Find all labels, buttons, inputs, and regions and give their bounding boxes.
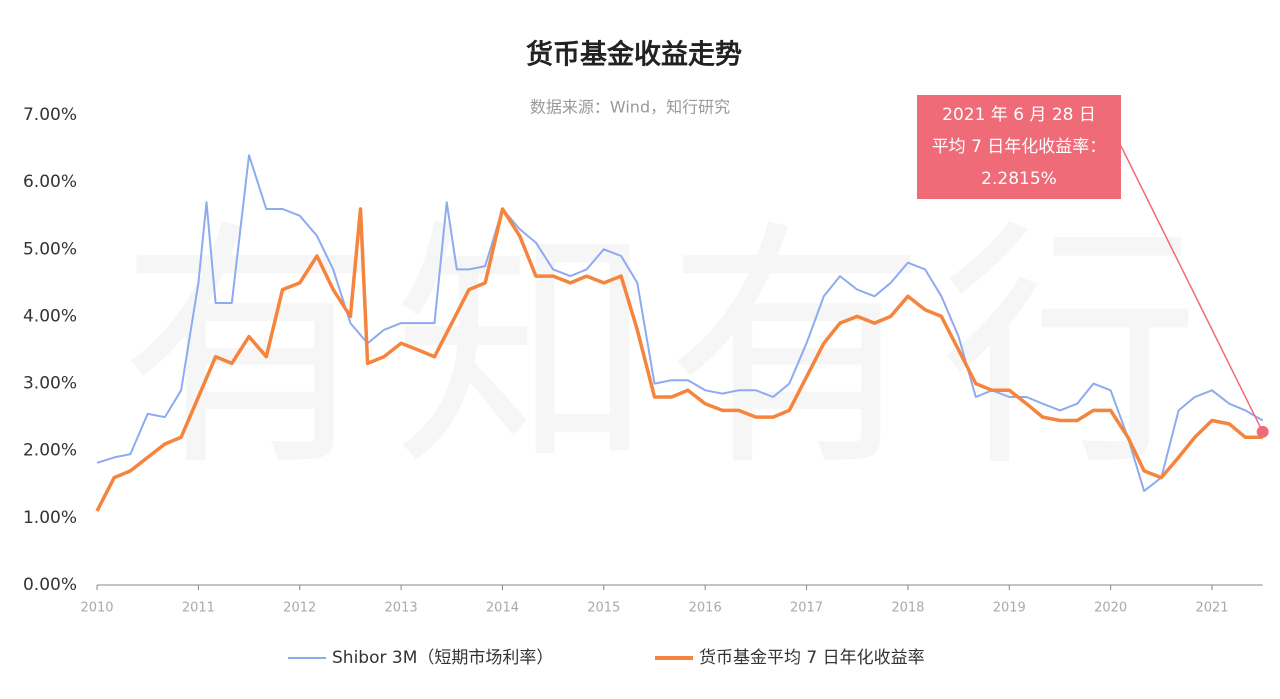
series-line bbox=[95, 207, 1263, 512]
legend-label: Shibor 3M（短期市场利率） bbox=[332, 648, 553, 668]
x-tick-label: 2010 bbox=[80, 601, 113, 616]
chart-subtitle: 数据来源：Wind，知行研究 bbox=[530, 98, 730, 117]
annotation-point bbox=[1256, 425, 1269, 438]
x-tick-label: 2021 bbox=[1195, 601, 1228, 616]
annotation-text: 平均 7 日年化收益率： bbox=[932, 137, 1107, 157]
x-tick-label: 2020 bbox=[1094, 601, 1127, 616]
x-tick-label: 2012 bbox=[283, 601, 316, 616]
chart-title: 货币基金收益走势 bbox=[526, 39, 742, 71]
legend-label: 货币基金平均 7 日年化收益率 bbox=[699, 648, 925, 668]
x-tick-label: 2019 bbox=[993, 601, 1026, 616]
y-tick-label: 6.00% bbox=[23, 172, 77, 192]
y-tick-label: 0.00% bbox=[23, 575, 77, 595]
y-tick-label: 1.00% bbox=[23, 508, 77, 528]
annotation-text: 2021 年 6 月 28 日 bbox=[942, 105, 1096, 125]
x-tick-label: 2011 bbox=[182, 601, 215, 616]
x-tick-label: 2014 bbox=[486, 601, 519, 616]
y-tick-label: 3.00% bbox=[23, 374, 77, 394]
y-tick-label: 2.00% bbox=[23, 441, 77, 461]
y-tick-label: 5.00% bbox=[23, 239, 77, 259]
y-tick-label: 4.00% bbox=[23, 306, 77, 326]
x-tick-label: 2016 bbox=[689, 601, 722, 616]
x-tick-label: 2017 bbox=[790, 601, 823, 616]
watermark: 有知有行 bbox=[120, 209, 1200, 497]
annotation-leader bbox=[1120, 145, 1264, 433]
x-tick-label: 2013 bbox=[385, 601, 418, 616]
x-tick-label: 2018 bbox=[891, 601, 924, 616]
y-tick-label: 7.00% bbox=[23, 105, 77, 125]
x-tick-label: 2015 bbox=[587, 601, 620, 616]
annotation-box bbox=[917, 95, 1121, 199]
series-line bbox=[96, 154, 1264, 492]
annotation-text: 2.2815% bbox=[981, 169, 1057, 189]
